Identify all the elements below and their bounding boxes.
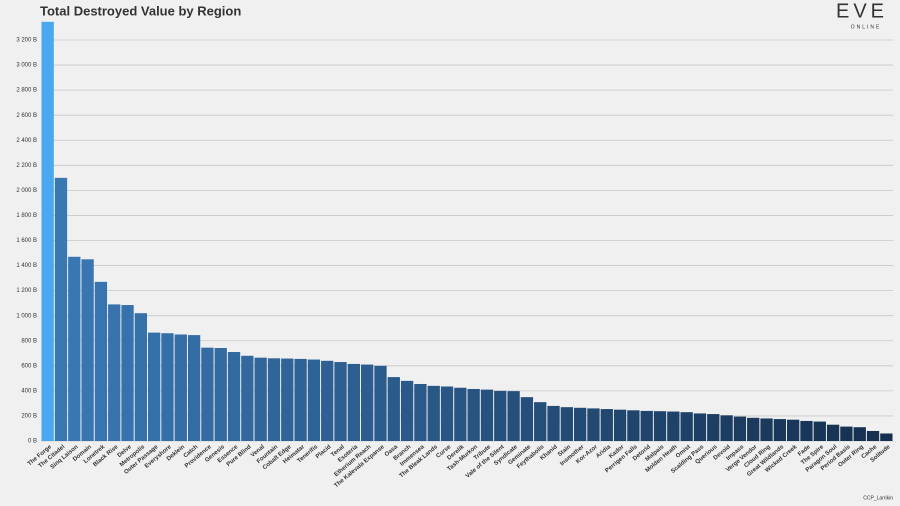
bar xyxy=(134,313,147,441)
credit: CCP_Larrikin xyxy=(863,495,893,501)
bar xyxy=(121,305,134,441)
bar xyxy=(787,419,800,441)
bar xyxy=(321,360,334,441)
bar xyxy=(214,348,227,441)
bar xyxy=(587,408,600,441)
bar xyxy=(653,411,667,441)
y-tick-label: 1 400 B xyxy=(16,263,37,269)
y-tick-label: 2 600 B xyxy=(16,113,37,119)
bar xyxy=(547,405,560,441)
bar xyxy=(680,412,693,441)
bar xyxy=(108,304,121,441)
bar xyxy=(400,380,414,441)
bar xyxy=(813,421,826,441)
y-tick-label: 1 800 B xyxy=(16,213,37,219)
bar xyxy=(414,383,427,441)
logo-subtitle: ONLINE xyxy=(851,24,882,30)
bar xyxy=(866,430,880,441)
y-tick-label: 1 000 B xyxy=(16,313,37,319)
bar xyxy=(440,386,454,441)
bar xyxy=(520,397,534,441)
bar xyxy=(187,335,201,441)
bar xyxy=(480,389,494,441)
bar xyxy=(174,334,187,441)
y-tick-label: 2 200 B xyxy=(16,163,37,169)
bar xyxy=(826,424,840,441)
bar xyxy=(307,359,321,441)
y-tick-label: 200 B xyxy=(21,414,37,420)
bar xyxy=(294,358,307,441)
bar xyxy=(68,256,81,441)
y-tick-label: 3 000 B xyxy=(16,63,37,69)
y-tick-label: 1 200 B xyxy=(16,288,37,294)
bar xyxy=(574,407,587,441)
bar xyxy=(267,358,281,441)
bar xyxy=(387,377,400,441)
bar xyxy=(853,427,866,441)
bar xyxy=(720,415,733,441)
y-tick-label: 800 B xyxy=(21,338,37,344)
bar xyxy=(454,387,467,441)
bar xyxy=(880,433,893,441)
bar xyxy=(760,418,773,441)
chart-title: Total Destroyed Value by Region xyxy=(40,3,241,18)
bar xyxy=(148,332,161,441)
bar xyxy=(227,352,241,441)
bar xyxy=(161,333,174,441)
bar xyxy=(667,411,680,441)
bar xyxy=(334,362,347,441)
bar xyxy=(374,365,387,441)
bar xyxy=(560,407,573,441)
bar xyxy=(534,402,547,441)
y-tick-label: 2 800 B xyxy=(16,88,37,94)
bar xyxy=(81,259,94,441)
bar xyxy=(733,416,747,441)
bar xyxy=(467,388,480,441)
bar xyxy=(840,426,853,441)
bar xyxy=(281,358,294,441)
y-tick-label: 2 400 B xyxy=(16,138,37,144)
bar xyxy=(241,355,254,441)
bar xyxy=(600,409,613,441)
bar xyxy=(94,281,108,441)
bar xyxy=(201,347,214,441)
bar xyxy=(254,357,267,441)
bar xyxy=(54,177,68,441)
y-tick-label: 3 200 B xyxy=(16,38,37,44)
bar xyxy=(41,21,54,442)
bar xyxy=(347,363,360,441)
logo: EVE xyxy=(836,0,888,22)
bar xyxy=(773,419,786,441)
bar xyxy=(800,420,813,441)
y-tick-label: 0 B xyxy=(28,439,37,445)
y-tick-label: 1 600 B xyxy=(16,238,37,244)
bar xyxy=(361,364,374,441)
y-tick-label: 2 000 B xyxy=(16,188,37,194)
bar xyxy=(427,385,440,441)
y-tick-label: 600 B xyxy=(21,363,37,369)
bar xyxy=(507,391,520,441)
bar xyxy=(613,409,627,441)
bar xyxy=(640,410,653,441)
bar xyxy=(627,410,640,441)
bar xyxy=(707,414,720,441)
bar xyxy=(693,413,707,441)
y-tick-label: 400 B xyxy=(21,388,37,394)
bar xyxy=(747,417,760,441)
bar xyxy=(494,390,507,441)
